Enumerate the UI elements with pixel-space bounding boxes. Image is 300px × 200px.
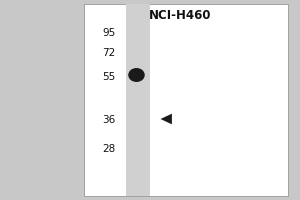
FancyBboxPatch shape xyxy=(84,4,288,196)
Text: 36: 36 xyxy=(102,115,116,125)
FancyBboxPatch shape xyxy=(126,4,150,196)
Text: 95: 95 xyxy=(102,28,116,38)
Text: 72: 72 xyxy=(102,48,116,58)
Text: 55: 55 xyxy=(102,72,116,82)
Text: 28: 28 xyxy=(102,144,116,154)
Ellipse shape xyxy=(128,68,145,82)
Text: NCI-H460: NCI-H460 xyxy=(149,9,211,22)
Polygon shape xyxy=(160,114,172,124)
